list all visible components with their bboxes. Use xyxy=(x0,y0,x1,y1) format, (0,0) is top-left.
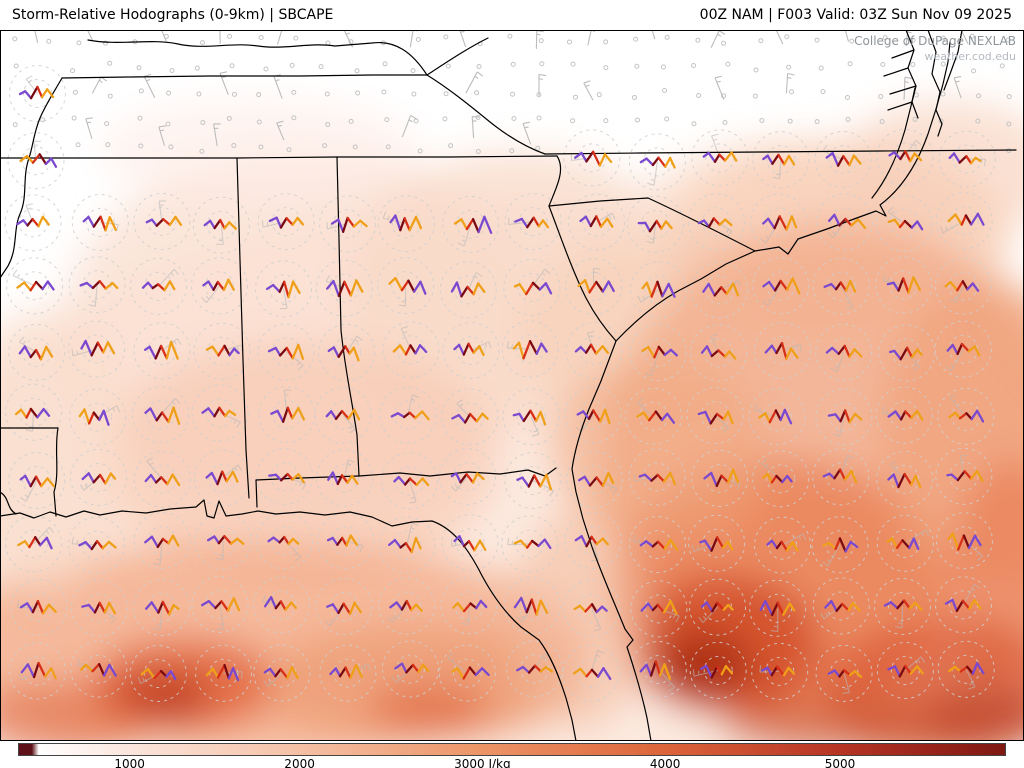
state-borders-layer xyxy=(0,30,1017,741)
colorbar-labels: 1000 2000 3000 J/kg 4000 5000 xyxy=(18,756,1006,768)
model-run-valid-time: 00Z NAM | F003 Valid: 03Z Sun Nov 09 202… xyxy=(699,7,1012,23)
colorbar-tick-label: 2000 xyxy=(284,757,315,768)
colorbar-tick-label: 1000 xyxy=(114,757,145,768)
wind-barbs-layer xyxy=(12,30,987,694)
product-title: Storm-Relative Hodographs (0-9km) | SBCA… xyxy=(12,7,334,23)
hodographs-layer xyxy=(14,85,985,682)
colorbar-tick-label: 3000 J/kg xyxy=(454,757,511,768)
title-bar: Storm-Relative Hodographs (0-9km) | SBCA… xyxy=(0,0,1024,30)
map-area: College of DuPage NEXLAB weather.cod.edu xyxy=(0,30,1024,741)
colorbar-tick-label: 5000 xyxy=(824,757,856,768)
station-dots-layer xyxy=(12,33,1012,154)
sbcape-shading-layer xyxy=(0,100,1024,741)
colorbar-tick-label: 4000 xyxy=(649,757,681,768)
hodograph-map-canvas xyxy=(0,30,1024,741)
sbcape-colorbar: 1000 2000 3000 J/kg 4000 5000 xyxy=(18,743,1006,768)
colorbar-gradient xyxy=(18,743,1006,756)
